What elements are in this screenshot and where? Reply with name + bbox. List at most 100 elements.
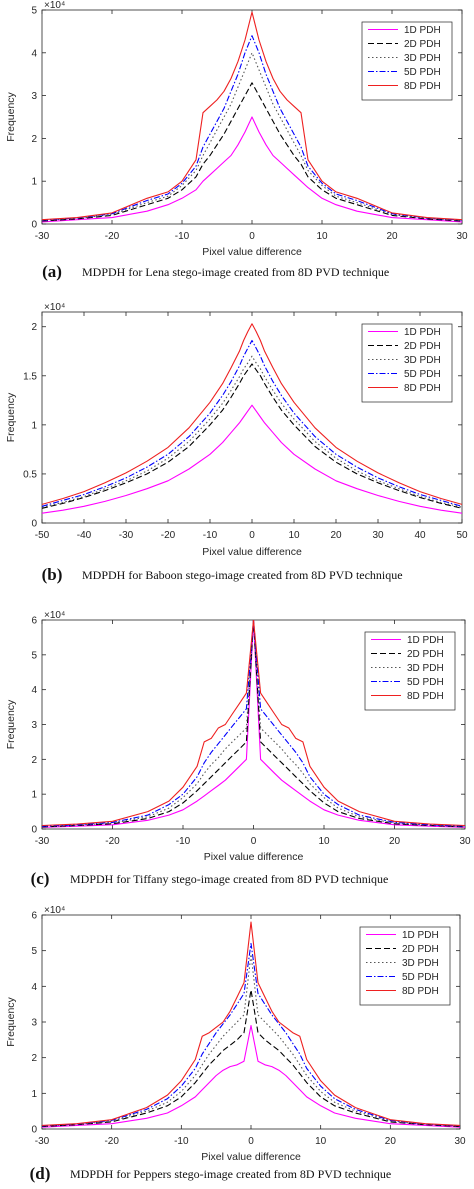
series-group — [42, 11, 462, 223]
x-tick-label: 0 — [249, 231, 255, 242]
x-tick-label: 30 — [456, 231, 468, 242]
y-tick-label: 3 — [31, 91, 37, 102]
legend-label: 5D PDH — [402, 972, 439, 983]
y-exponent-label: ×10⁴ — [44, 905, 65, 916]
y-tick-label: 0.5 — [23, 469, 37, 480]
series-line-1d-pdh — [42, 620, 465, 828]
y-tick-label: 2 — [31, 1053, 37, 1064]
y-tick-label: 1 — [31, 1089, 37, 1100]
x-tick-label: 10 — [318, 836, 330, 847]
series-line-3d-pdh — [42, 355, 462, 508]
y-exponent-label: ×10⁴ — [44, 302, 65, 313]
series-line-5d-pdh — [42, 339, 462, 507]
x-axis-label: Pixel value difference — [202, 546, 302, 558]
panel-caption: MDPDH for Baboon stego-image created fro… — [82, 568, 403, 582]
legend-label: 5D PDH — [404, 67, 441, 78]
series-group — [42, 921, 460, 1128]
x-tick-label: -40 — [77, 530, 92, 541]
legend-label: 3D PDH — [404, 53, 441, 64]
y-axis-label: Frequency — [5, 996, 17, 1046]
x-tick-label: 30 — [454, 1136, 466, 1147]
x-tick-label: 20 — [389, 836, 401, 847]
series-line-1d-pdh — [42, 116, 462, 223]
y-tick-label: 1.5 — [23, 371, 37, 382]
x-tick-label: 30 — [372, 530, 384, 541]
panel-letter: (c) — [31, 869, 50, 888]
legend-box — [361, 323, 453, 403]
legend-label: 2D PDH — [404, 39, 441, 50]
x-tick-label: 20 — [386, 231, 398, 242]
y-axis-label: Frequency — [5, 392, 17, 442]
panel-caption: MDPDH for Lena stego-image created from … — [82, 265, 389, 279]
legend-label: 1D PDH — [404, 25, 441, 36]
legend-label: 1D PDH — [402, 930, 439, 941]
y-tick-label: 3 — [31, 1018, 37, 1029]
series-line-8d-pdh — [42, 620, 465, 827]
y-tick-label: 0 — [31, 825, 37, 836]
series-line-3d-pdh — [42, 52, 462, 222]
x-tick-label: 20 — [385, 1136, 397, 1147]
y-tick-label: 2 — [31, 322, 37, 333]
legend-box — [364, 631, 456, 711]
series-group — [42, 620, 465, 828]
legend: 1D PDH 2D PDH 3D PDH 5D PDH 8D PDH — [361, 21, 453, 101]
x-tick-label: 50 — [456, 530, 468, 541]
x-tick-label: 10 — [316, 231, 328, 242]
y-tick-label: 1 — [31, 177, 37, 188]
series-line-2d-pdh — [42, 989, 460, 1128]
x-axis-label: Pixel value difference — [201, 1151, 301, 1163]
series-line-3d-pdh — [42, 953, 460, 1127]
x-tick-label: 0 — [251, 836, 257, 847]
series-line-1d-pdh — [42, 1025, 460, 1128]
series-line-8d-pdh — [42, 323, 462, 505]
x-axis-label: Pixel value difference — [204, 851, 304, 863]
series-line-1d-pdh — [42, 404, 462, 514]
x-tick-label: -20 — [105, 231, 120, 242]
chart-panel-d: -30 -20 -10 0 10 20 30 0 1 2 3 4 5 6 ×10⁴ Pixel value d… — [5, 905, 466, 1183]
series-line-5d-pdh — [42, 620, 465, 827]
legend-label: 2D PDH — [407, 649, 444, 660]
y-tick-label: 0 — [31, 1125, 37, 1136]
legend-label: 5D PDH — [407, 677, 444, 688]
x-tick-label: -20 — [161, 530, 176, 541]
legend-box — [361, 21, 453, 101]
legend-label: 8D PDH — [404, 81, 441, 92]
series-line-2d-pdh — [42, 82, 462, 222]
x-tick-label: 10 — [315, 1136, 327, 1147]
x-tick-label: -30 — [119, 530, 134, 541]
panel-caption: MDPDH for Tiffany stego-image created fr… — [70, 872, 388, 886]
series-line-2d-pdh — [42, 363, 462, 509]
x-tick-label: 0 — [248, 1136, 254, 1147]
x-tick-label: 40 — [414, 530, 426, 541]
x-axis-label: Pixel value difference — [202, 246, 302, 258]
x-tick-label: 10 — [288, 530, 300, 541]
legend: 1D PDH 2D PDH 3D PDH 5D PDH 8D PDH — [359, 926, 451, 1006]
x-tick-label: -10 — [176, 836, 191, 847]
legend-box — [359, 926, 451, 1006]
y-tick-label: 4 — [31, 982, 37, 993]
chart-panel-b: -50 -40 -30 -20 -10 0 10 20 30 40 50 0 0.5 1 1.5 2 ×10⁴ P… — [5, 302, 468, 584]
x-tick-label: -10 — [175, 231, 190, 242]
series-line-2d-pdh — [42, 620, 465, 828]
x-tick-label: -50 — [35, 530, 50, 541]
legend-label: 8D PDH — [404, 383, 441, 394]
legend-label: 8D PDH — [402, 986, 439, 997]
panel-letter: (d) — [30, 1164, 51, 1183]
y-tick-label: 4 — [31, 48, 37, 59]
y-axis-label: Frequency — [5, 91, 17, 141]
x-tick-label: 20 — [330, 530, 342, 541]
x-tick-label: -20 — [105, 836, 120, 847]
legend-label: 8D PDH — [407, 691, 444, 702]
y-axis-label: Frequency — [5, 699, 17, 749]
y-exponent-label: ×10⁴ — [44, 610, 65, 621]
legend-label: 3D PDH — [407, 663, 444, 674]
series-line-8d-pdh — [42, 921, 460, 1126]
panel-letter: (b) — [42, 565, 63, 584]
y-tick-label: 1 — [31, 790, 37, 801]
legend-label: 2D PDH — [402, 944, 439, 955]
x-tick-label: 30 — [459, 836, 471, 847]
legend: 1D PDH 2D PDH 3D PDH 5D PDH 8D PDH — [364, 631, 456, 711]
y-exponent-label: ×10⁴ — [44, 0, 65, 11]
y-tick-label: 5 — [31, 946, 37, 957]
legend: 1D PDH 2D PDH 3D PDH 5D PDH 8D PDH — [361, 323, 453, 403]
